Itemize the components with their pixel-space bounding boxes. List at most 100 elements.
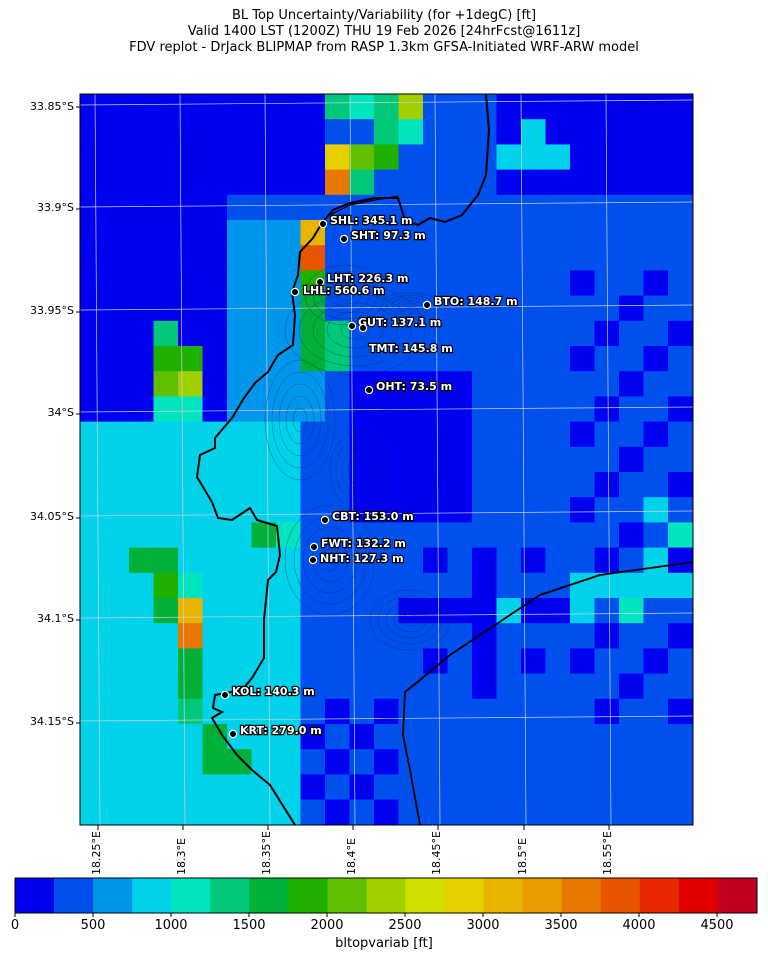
contour-line [401, 613, 419, 627]
grid-cell [129, 421, 155, 448]
grid-cell [643, 194, 669, 221]
grid-cell [80, 572, 106, 599]
contour-line [271, 371, 329, 469]
colorbar-swatch [717, 878, 758, 913]
grid-cell [447, 522, 473, 549]
grid-cell [153, 220, 179, 246]
colorbar-tick-1500: 1500 [232, 918, 266, 933]
grid-cell [619, 673, 645, 700]
lon-label-18-45: 18.45°E [430, 831, 443, 875]
grid-cell [668, 421, 693, 448]
grid-cell [398, 698, 424, 725]
grid-cell [300, 698, 326, 725]
grid-cell [178, 648, 204, 675]
station-label: FWT: 132.2 m [321, 537, 406, 550]
grid-cell [643, 724, 669, 750]
grid-cell [496, 144, 522, 171]
contour-line [284, 284, 426, 376]
grid-cell [153, 673, 179, 700]
grid-cell [570, 270, 596, 297]
grid-cell [594, 598, 620, 624]
grid-cell [300, 169, 326, 196]
grid-cell [374, 572, 400, 599]
grid-cell [349, 774, 375, 801]
grid-cell [178, 295, 204, 322]
colorbar-swatch [522, 878, 563, 913]
grid-cell [619, 522, 645, 549]
grid-cell [594, 169, 620, 196]
grid-cell [104, 245, 130, 271]
grid-cell [594, 749, 620, 775]
grid-cell [594, 673, 620, 700]
grid-cell [447, 169, 473, 196]
grid-cell [104, 421, 130, 448]
grid-cell [496, 799, 522, 825]
grid-cell [570, 320, 596, 347]
grid-cell [202, 774, 228, 801]
grid-cell [594, 371, 620, 397]
grid-cell [349, 547, 375, 574]
grid-cell [325, 673, 351, 700]
grid-cell [374, 698, 400, 725]
grid-cell [619, 346, 645, 372]
grid-cell [496, 598, 522, 624]
grid-cell [496, 94, 522, 120]
grid-cell [496, 572, 522, 599]
grid-cell [570, 673, 596, 700]
grid-cell [545, 396, 571, 423]
grid-cell [325, 119, 351, 145]
grid-cell [570, 396, 596, 423]
contour-line [335, 437, 385, 503]
grid-cell [227, 749, 253, 775]
axis-ticks [76, 106, 610, 830]
grid-cell [545, 320, 571, 347]
grid-cell [80, 396, 106, 423]
grid-cell [398, 547, 424, 574]
grid-cell [447, 270, 473, 297]
grid-cell [153, 497, 179, 523]
contour-line [264, 359, 336, 481]
grid-cell [619, 270, 645, 297]
station-marker [220, 690, 230, 700]
grid-cell [496, 673, 522, 700]
grid-cell [129, 119, 155, 145]
grid-cell [668, 623, 693, 649]
colorbar-swatch [132, 878, 172, 913]
grid-cell [276, 144, 302, 171]
grid-cell [276, 749, 302, 775]
grid-cell [668, 144, 693, 171]
grid-cell [104, 598, 130, 624]
contour-line [340, 320, 370, 340]
lon-gridline [349, 94, 356, 825]
colorbar-swatch [639, 878, 680, 913]
grid-cell [521, 698, 547, 725]
lat-gridline [80, 201, 693, 208]
lat-label-33-95: 33.95°S [30, 304, 74, 317]
grid-cell [521, 119, 547, 145]
grid-cell [104, 497, 130, 523]
grid-cell [349, 295, 375, 322]
grid-cell [104, 446, 130, 473]
grid-cell [447, 94, 473, 120]
colorbar-swatch [600, 878, 641, 913]
station-marker [358, 323, 368, 333]
grid-cell [80, 547, 106, 574]
grid-cell [619, 421, 645, 448]
grid-cell [496, 169, 522, 196]
lat-gridline [80, 99, 693, 106]
grid-cell [423, 799, 449, 825]
grid-cell [545, 673, 571, 700]
grid-cell [619, 94, 645, 120]
grid-cell [643, 572, 669, 599]
grid-cell [153, 194, 179, 221]
grid-cell [643, 371, 669, 397]
grid-cell [178, 245, 204, 271]
grid-cell [104, 572, 130, 599]
grid-cell [300, 724, 326, 750]
grid-cell [398, 623, 424, 649]
grid-cell [153, 270, 179, 297]
grid-cell [349, 749, 375, 775]
station-marker [315, 277, 325, 287]
grid-cell [594, 446, 620, 473]
grid-cell [202, 572, 228, 599]
